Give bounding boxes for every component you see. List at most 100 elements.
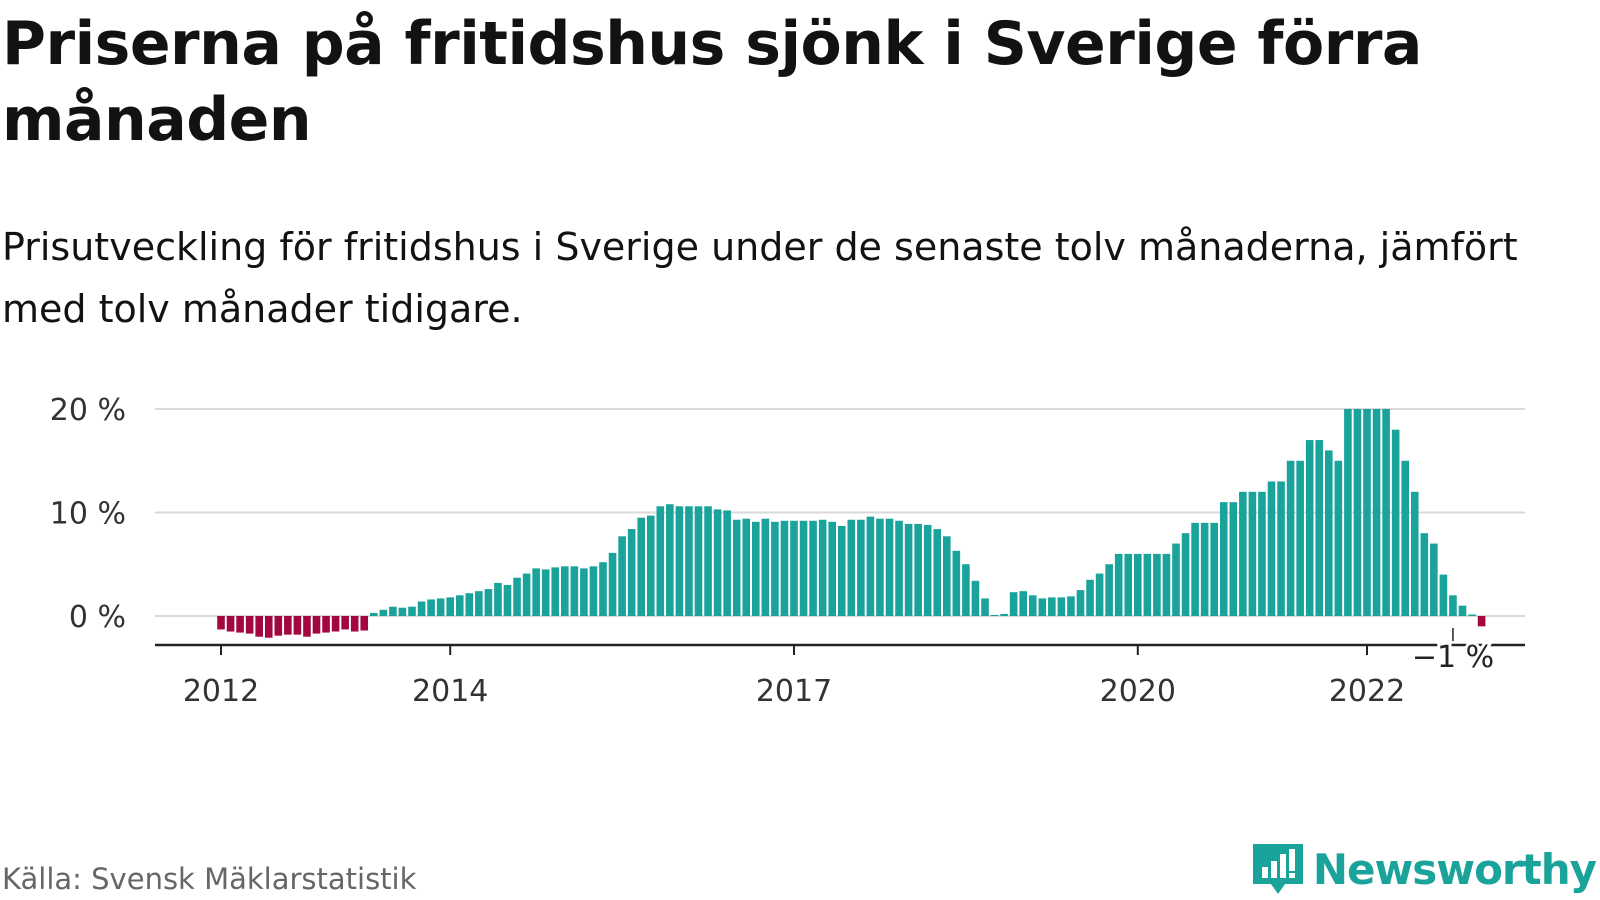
y-tick-label: 10 % [50,497,126,532]
bar [1353,409,1362,616]
y-tick-label: 20 % [50,393,126,428]
bar [503,584,512,616]
bar [322,616,330,633]
bar [589,566,598,616]
brand-name: Newsworthy [1312,844,1597,894]
bar [761,518,770,616]
bar [1229,502,1238,616]
bar [675,506,684,616]
bar [1325,450,1333,616]
bar [1267,481,1276,616]
bar [990,614,999,616]
bar [608,552,617,616]
bar [618,536,626,616]
bar [284,616,292,635]
bar [1124,553,1133,616]
bar [522,573,531,616]
bar-chart: 0 % 10 % 20 % 2012 2014 2017 2020 2022−1 % [50,393,1525,709]
bar [541,569,550,616]
bar [685,506,693,616]
bar [876,518,884,616]
bar [704,506,712,616]
bar [370,612,378,616]
bar [933,529,942,616]
bar [790,520,798,616]
bar [1143,553,1152,616]
bar [971,580,980,616]
bar [904,523,913,616]
bar [293,616,302,635]
bar [1095,573,1104,616]
bar [1248,491,1257,616]
x-tick-label: 2017 [756,674,832,709]
newsworthy-logo-icon [1252,844,1303,894]
bar [895,520,903,616]
bar [1477,616,1486,627]
page-title: Priserna på fritidshus sjönk i Sverige f… [2,9,1422,155]
bar [408,606,416,616]
bar [1286,460,1295,616]
bar [637,517,645,616]
bar [570,566,579,616]
bar [398,607,407,616]
bar [312,616,321,634]
x-tick-label: 2014 [412,674,488,709]
newsworthy-brand: Newsworthy [1249,840,1597,898]
bar [962,564,970,616]
bar [828,521,836,616]
bar [646,515,655,616]
bar [1401,460,1409,616]
bar [656,506,665,616]
bar [837,525,846,616]
bar [599,562,607,616]
bar [666,504,674,616]
bar [771,521,779,616]
bar [264,616,273,638]
x-tick-label: 2022 [1329,674,1405,709]
bar [723,510,731,616]
bar [1391,429,1400,616]
bar [952,550,961,616]
bar [331,616,340,632]
bar [436,598,445,616]
bar [866,516,875,616]
bar [226,616,235,632]
bar [1038,598,1047,616]
bar [1019,591,1027,616]
bar [732,519,741,616]
bar [303,616,311,637]
bar [1468,614,1476,616]
bar [752,521,760,616]
x-axis [155,628,1525,655]
bar [627,529,636,616]
bar [1430,543,1438,616]
bar [1372,409,1381,616]
bar [847,519,856,616]
bar [1000,613,1008,616]
bar [1420,533,1429,616]
bar [1344,409,1352,616]
bar [1410,491,1419,616]
bar [694,506,703,616]
bar [551,567,560,616]
bar [1210,522,1218,616]
bar [1048,597,1056,616]
bars [217,409,1486,638]
bar [341,616,349,630]
bar [465,593,474,616]
bar [923,524,932,616]
bar [427,599,435,616]
bar [981,598,989,616]
bar [809,520,817,616]
bar [580,568,588,616]
bar [1134,553,1142,616]
bar [389,606,397,616]
bar [236,616,244,633]
bar [885,518,894,616]
bar [532,568,540,616]
bar [943,536,951,616]
bar [818,519,827,616]
bar [274,616,283,636]
bar [914,523,922,616]
bar [1258,491,1266,616]
